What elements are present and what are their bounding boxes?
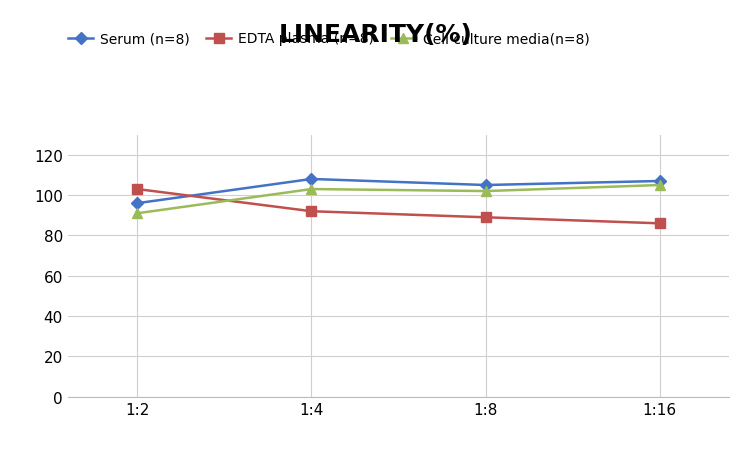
Cell culture media(n=8) [481,189,490,194]
Serum (n=8) [655,179,664,184]
Cell culture media(n=8) [307,187,316,192]
Line: EDTA plasma (n=8): EDTA plasma (n=8) [132,185,665,229]
EDTA plasma (n=8) [481,215,490,221]
Line: Serum (n=8): Serum (n=8) [133,175,664,208]
EDTA plasma (n=8) [655,221,664,226]
Serum (n=8) [307,177,316,182]
Serum (n=8) [481,183,490,189]
Line: Cell culture media(n=8): Cell culture media(n=8) [132,181,665,219]
EDTA plasma (n=8) [307,209,316,215]
Cell culture media(n=8) [133,211,142,216]
Cell culture media(n=8) [655,183,664,189]
Text: LINEARITY(%): LINEARITY(%) [279,23,473,46]
EDTA plasma (n=8) [133,187,142,192]
Serum (n=8) [133,201,142,207]
Legend: Serum (n=8), EDTA plasma (n=8), Cell culture media(n=8): Serum (n=8), EDTA plasma (n=8), Cell cul… [68,32,590,46]
